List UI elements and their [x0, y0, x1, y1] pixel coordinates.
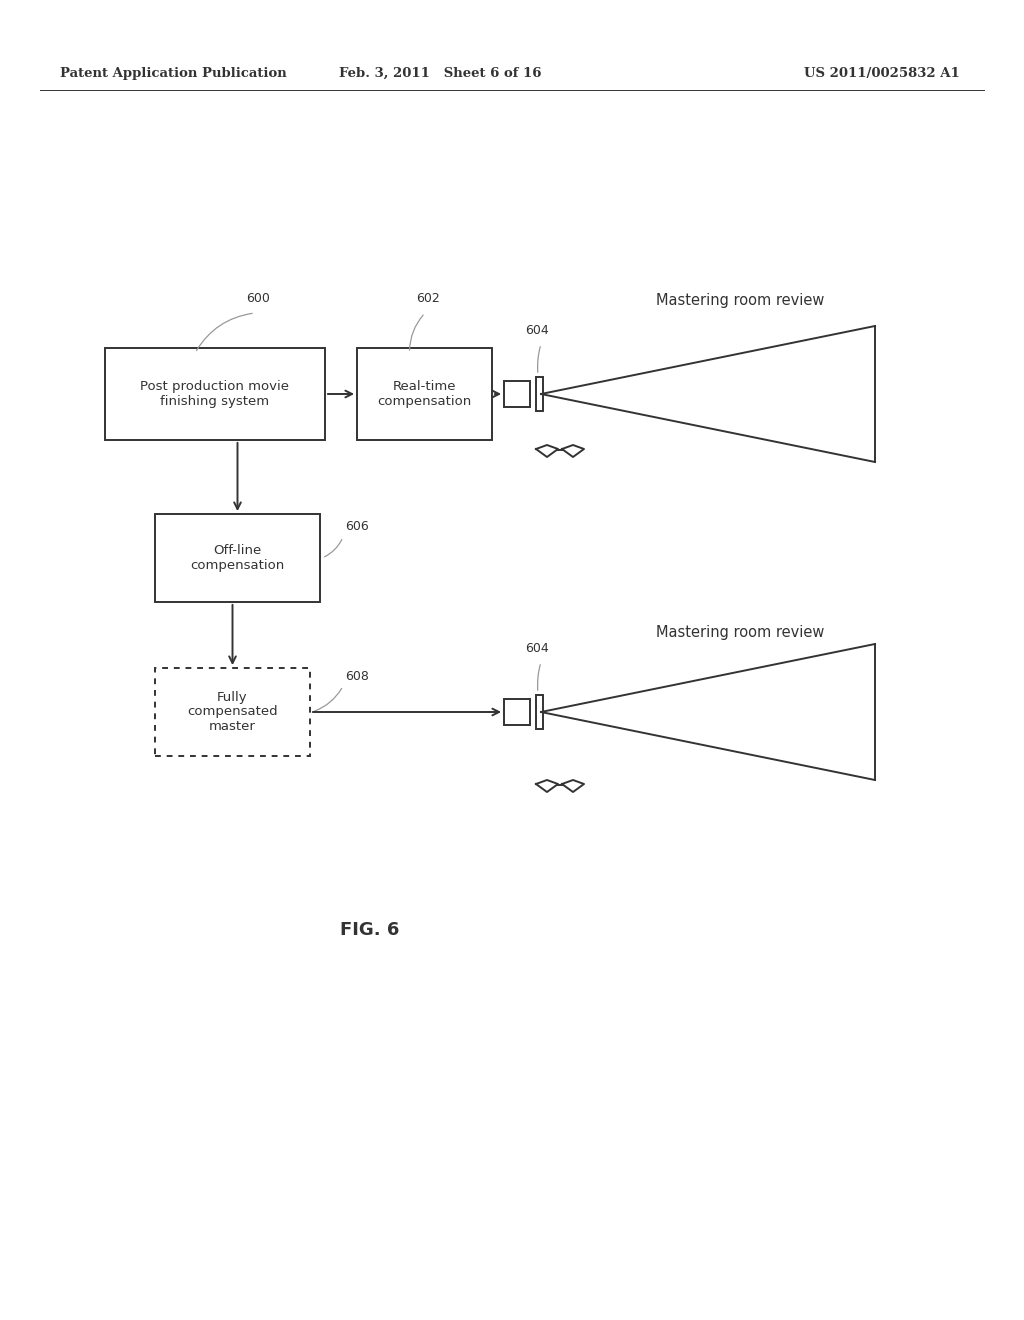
Text: Real-time
compensation: Real-time compensation — [378, 380, 472, 408]
Bar — [105, 348, 325, 440]
Bar — [155, 513, 319, 602]
Text: Off-line
compensation: Off-line compensation — [190, 544, 285, 572]
Text: 600: 600 — [246, 292, 270, 305]
Text: Fully
compensated
master: Fully compensated master — [187, 690, 278, 734]
Bar — [504, 381, 530, 407]
Bar — [536, 696, 543, 729]
Text: 602: 602 — [416, 292, 440, 305]
Text: Mastering room review: Mastering room review — [655, 626, 824, 640]
Bar — [536, 378, 543, 411]
Text: 604: 604 — [525, 642, 549, 655]
Text: Patent Application Publication: Patent Application Publication — [60, 66, 287, 79]
Bar — [504, 700, 530, 725]
Text: 604: 604 — [525, 323, 549, 337]
Text: Mastering room review: Mastering room review — [655, 293, 824, 308]
Text: 608: 608 — [345, 671, 369, 682]
Text: 606: 606 — [345, 520, 369, 533]
Bar — [155, 668, 310, 756]
Text: Post production movie
finishing system: Post production movie finishing system — [140, 380, 290, 408]
Text: FIG. 6: FIG. 6 — [340, 921, 399, 939]
Text: US 2011/0025832 A1: US 2011/0025832 A1 — [804, 66, 961, 79]
Bar — [357, 348, 492, 440]
Text: Feb. 3, 2011   Sheet 6 of 16: Feb. 3, 2011 Sheet 6 of 16 — [339, 66, 542, 79]
